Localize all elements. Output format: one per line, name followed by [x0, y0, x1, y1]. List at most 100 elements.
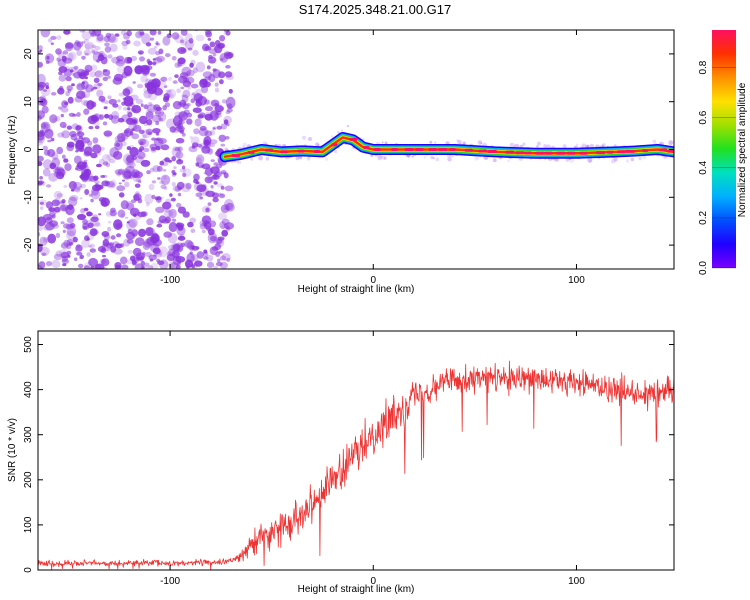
noise-blob: [113, 248, 123, 255]
noise-blob: [204, 76, 211, 81]
noise-blob: [84, 159, 88, 162]
noise-blob: [144, 84, 149, 88]
noise-blob: [126, 57, 133, 64]
noise-blob: [220, 123, 227, 130]
noise-blob: [152, 128, 161, 134]
ridge-halo-point: [457, 139, 462, 145]
ridge-halo-point: [381, 141, 384, 144]
noise-blob: [110, 115, 120, 124]
ridge-halo-point: [308, 137, 312, 141]
noise-blob: [79, 254, 85, 259]
noise-blob: [224, 71, 233, 78]
noise-blob: [40, 122, 47, 129]
noise-blob: [105, 211, 113, 217]
noise-blob: [43, 89, 47, 92]
noise-blob: [81, 30, 85, 33]
colorbar-tick-label: 0.4: [698, 160, 709, 174]
noise-blob: [160, 196, 164, 199]
noise-blob: [60, 242, 69, 249]
noise-blob: [117, 171, 122, 176]
noise-blob: [163, 186, 168, 190]
noise-blob: [42, 159, 53, 170]
noise-blob: [212, 68, 217, 72]
noise-blob: [197, 114, 204, 119]
ridge-halo-point: [362, 138, 365, 141]
noise-blob: [50, 137, 55, 142]
noise-blob: [74, 96, 83, 103]
noise-blob: [156, 223, 163, 228]
noise-blob: [110, 245, 117, 253]
ridge-halo-point: [562, 144, 567, 149]
noise-blob: [163, 210, 174, 217]
noise-blob: [131, 171, 138, 178]
noise-blob: [79, 185, 82, 188]
noise-blob: [179, 72, 189, 79]
noise-blob: [117, 168, 126, 175]
ridge-halo-point: [507, 159, 510, 163]
ridge-halo-point: [585, 144, 590, 149]
noise-blob: [62, 229, 66, 233]
ridge-halo-point: [668, 140, 674, 146]
noise-blob: [172, 255, 182, 266]
noise-blob: [81, 31, 92, 40]
noise-blob: [47, 233, 57, 244]
noise-blob: [42, 145, 48, 151]
noise-blob: [39, 176, 43, 180]
noise-blob: [153, 46, 158, 49]
noise-blob: [134, 263, 144, 269]
noise-blob: [204, 46, 212, 51]
noise-blob: [201, 145, 211, 154]
noise-blob: [179, 168, 187, 173]
noise-blob: [157, 177, 161, 180]
noise-blob: [66, 230, 76, 241]
noise-blob: [169, 193, 173, 197]
noise-blob: [117, 99, 121, 103]
noise-blob: [199, 196, 203, 199]
noise-blob: [168, 159, 173, 163]
noise-blob: [45, 60, 50, 64]
noise-blob: [83, 151, 92, 157]
noise-blob: [171, 32, 180, 40]
noise-blob: [212, 197, 219, 203]
noise-blob: [84, 64, 93, 73]
noise-blob: [168, 208, 177, 219]
noise-blob: [96, 163, 102, 168]
ridge-halo-point: [601, 142, 607, 148]
noise-blob: [94, 70, 105, 78]
noise-blob: [88, 193, 93, 197]
snr-y-ticks: 0 100 200 300 400 500: [23, 336, 674, 573]
noise-blob: [38, 73, 46, 85]
noise-blob: [124, 97, 133, 106]
noise-blob: [81, 239, 90, 248]
noise-blob: [155, 41, 159, 45]
noise-blob: [121, 139, 126, 142]
snr-series-line: [38, 360, 674, 570]
noise-blob: [100, 175, 106, 178]
colorbar-label: Normalized spectral amplitude: [737, 82, 748, 217]
noise-blob: [61, 258, 70, 265]
noise-blob: [126, 154, 135, 163]
noise-blob: [124, 216, 129, 219]
noise-blob: [38, 131, 45, 141]
ridge-halo-point: [536, 145, 539, 148]
noise-blob: [177, 261, 181, 266]
noise-blob: [126, 219, 136, 231]
noise-blob: [48, 207, 56, 212]
noise-blob: [83, 38, 90, 43]
noise-blob: [132, 260, 137, 265]
noise-blob: [172, 115, 183, 127]
noise-blob: [224, 222, 234, 230]
noise-blob: [115, 59, 126, 67]
noise-blob: [130, 55, 137, 62]
noise-blob: [146, 119, 153, 126]
noise-blob: [68, 181, 77, 190]
noise-blob: [75, 125, 82, 131]
noise-blob: [195, 192, 203, 198]
ridge-halo-point: [285, 157, 288, 160]
noise-blob: [171, 56, 177, 61]
noise-blob: [62, 57, 73, 64]
noise-blob: [214, 82, 219, 87]
noise-blob: [89, 243, 95, 248]
noise-blob: [95, 184, 104, 190]
ridge-halo-point: [242, 142, 247, 147]
